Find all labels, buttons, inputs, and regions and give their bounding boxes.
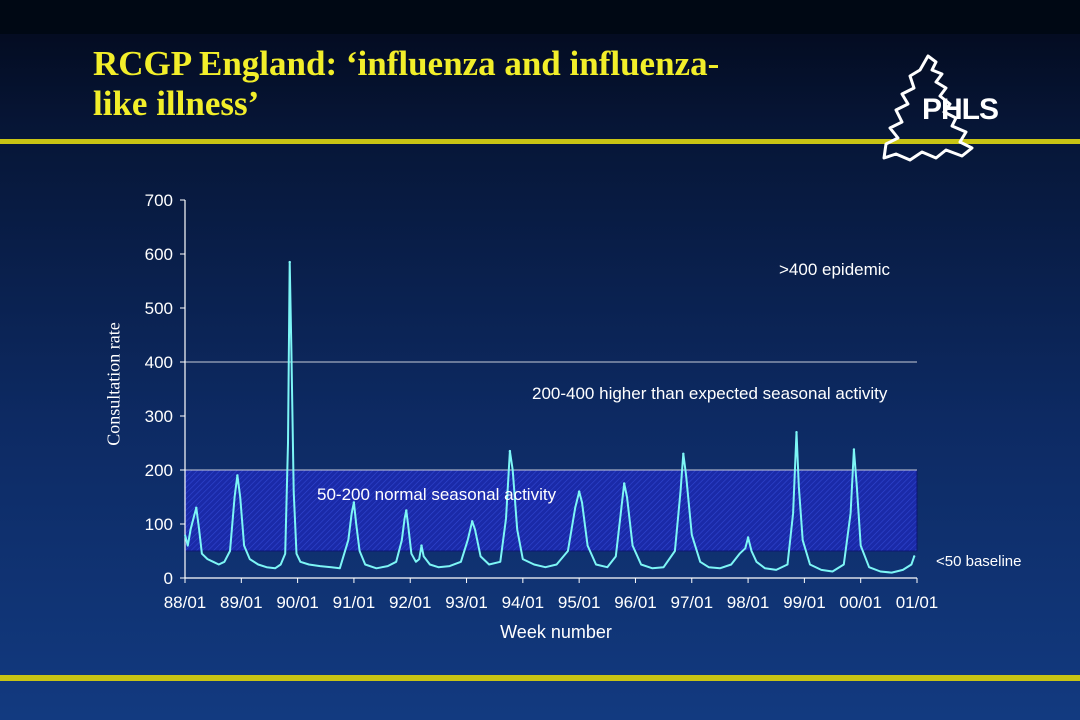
series-line	[184, 261, 916, 574]
y-tick-label: 300	[145, 407, 173, 426]
y-tick-label: 100	[145, 515, 173, 534]
england-map-outline-icon	[882, 54, 974, 162]
x-tick-label: 91/01	[333, 593, 376, 612]
x-tick-label: 97/01	[670, 593, 713, 612]
data-point-peak	[236, 474, 239, 477]
data-point-peak	[623, 482, 626, 485]
x-tick-label: 96/01	[614, 593, 657, 612]
data-point-peak	[405, 509, 408, 512]
y-tick-label: 200	[145, 461, 173, 480]
y-tick-label: 400	[145, 353, 173, 372]
x-tick-label: 01/01	[896, 593, 939, 612]
data-point-peak	[577, 490, 581, 493]
x-axis-label: Week number	[500, 622, 612, 642]
annotation-higher-than-expected: 200-400 higher than expected seasonal ac…	[532, 384, 888, 403]
x-tick-label: 90/01	[276, 593, 319, 612]
data-point-peak	[352, 501, 356, 504]
bottom-accent-rule	[0, 675, 1080, 681]
y-tick-label: 500	[145, 299, 173, 318]
annotation-normal-seasonal: 50-200 normal seasonal activity	[317, 485, 557, 504]
y-tick-label: 0	[164, 569, 173, 588]
x-tick-label: 94/01	[502, 593, 545, 612]
x-tick-label: 95/01	[558, 593, 601, 612]
data-point-peak	[852, 448, 856, 451]
top-accent-rule	[0, 139, 1080, 144]
x-tick-label: 93/01	[445, 593, 488, 612]
annotation-baseline: <50 baseline	[936, 553, 1022, 570]
x-tick-label: 00/01	[839, 593, 882, 612]
data-point-peak	[682, 452, 685, 455]
x-tick-label: 98/01	[727, 593, 770, 612]
x-tick-label: 88/01	[164, 593, 207, 612]
x-tick-label: 89/01	[220, 593, 263, 612]
logo-text: PHLS	[922, 93, 999, 126]
y-axis-label: Consultation rate	[103, 322, 124, 446]
annotation-epidemic: >400 epidemic	[779, 260, 891, 279]
slide-title: RCGP England: ‘influenza and influenza-l…	[93, 44, 720, 123]
data-point-peak	[470, 520, 474, 523]
data-point-peak	[508, 449, 512, 453]
x-tick-label: 92/01	[389, 593, 432, 612]
data-point-peak	[912, 555, 916, 558]
top-band	[0, 0, 1080, 34]
data-point-peak	[746, 536, 750, 539]
data-point-peak	[195, 506, 198, 509]
data-point-peak	[795, 431, 798, 434]
data-point-peak	[420, 544, 423, 547]
y-tick-label: 700	[145, 191, 173, 210]
y-tick-label: 600	[145, 245, 173, 264]
phls-logo	[882, 54, 974, 162]
x-tick-label: 99/01	[783, 593, 826, 612]
data-point-peak	[288, 260, 291, 264]
